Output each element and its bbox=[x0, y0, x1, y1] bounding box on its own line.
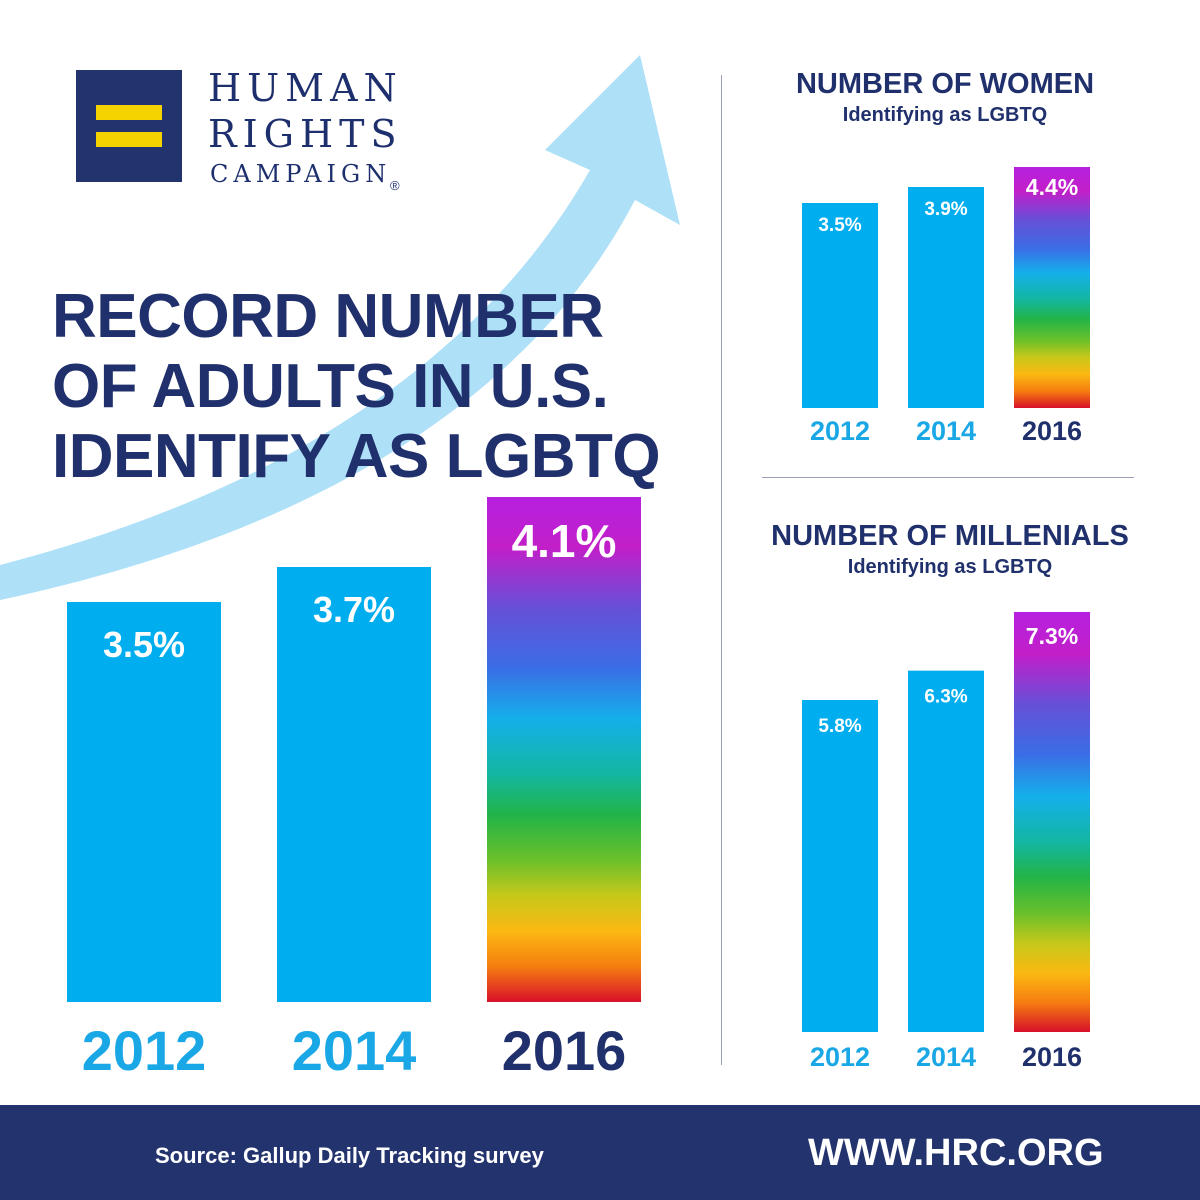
women-year-label-2014: 2014 bbox=[916, 416, 976, 446]
millenials-panel-title: NUMBER OF MILLENIALS bbox=[771, 520, 1129, 552]
logo-line-2: RIGHTS bbox=[208, 112, 403, 156]
millenials-panel-subtitle: Identifying as LGBTQ bbox=[847, 556, 1053, 578]
horizontal-divider bbox=[762, 477, 1134, 478]
women-bar-chart: 3.5% 2012 3.9% 2014 4.4% 2016 bbox=[802, 167, 1090, 446]
mill-bar-2016 bbox=[1014, 611, 1090, 1032]
footer-banner: Source: Gallup Daily Tracking survey WWW… bbox=[0, 1105, 1200, 1200]
women-value-label-2014: 3.9% bbox=[924, 199, 967, 220]
main-bar-2012 bbox=[67, 602, 221, 1002]
main-value-label-2014: 3.7% bbox=[313, 589, 395, 630]
hrc-logo bbox=[76, 70, 182, 182]
women-year-label-2012: 2012 bbox=[810, 416, 870, 446]
women-panel-title: NUMBER OF WOMEN bbox=[795, 68, 1095, 100]
main-year-label-2012: 2012 bbox=[82, 1019, 207, 1082]
main-bar-2014 bbox=[277, 567, 431, 1002]
logo-bar-top bbox=[96, 105, 162, 120]
women-value-label-2016: 4.4% bbox=[1026, 174, 1078, 200]
women-bar-2016 bbox=[1014, 167, 1090, 408]
logo-line-3: CAMPAIGN bbox=[210, 160, 392, 188]
mill-year-label-2016: 2016 bbox=[1022, 1042, 1082, 1072]
footer-url[interactable]: WWW.HRC.ORG bbox=[808, 1132, 1104, 1174]
women-value-label-2012: 3.5% bbox=[818, 215, 861, 236]
main-year-label-2014: 2014 bbox=[292, 1019, 417, 1082]
logo-line-1: HUMAN bbox=[208, 66, 403, 110]
main-value-label-2016: 4.1% bbox=[512, 515, 617, 567]
mill-bar-2012 bbox=[802, 700, 878, 1032]
mill-year-label-2014: 2014 bbox=[916, 1042, 976, 1072]
mill-value-label-2016: 7.3% bbox=[1026, 623, 1078, 649]
main-year-label-2016: 2016 bbox=[502, 1019, 627, 1082]
millenials-bar-chart: 5.8% 2012 6.3% 2014 7.3% 2016 bbox=[802, 611, 1090, 1072]
mill-value-label-2012: 5.8% bbox=[818, 716, 861, 737]
women-bar-2014 bbox=[908, 187, 984, 408]
logo-bar-bottom bbox=[96, 132, 162, 147]
mill-year-label-2012: 2012 bbox=[810, 1042, 870, 1072]
registered-mark: ® bbox=[390, 178, 400, 193]
mill-bar-2014 bbox=[908, 670, 984, 1032]
women-bar-2012 bbox=[802, 203, 878, 408]
women-panel-subtitle: Identifying as LGBTQ bbox=[842, 104, 1048, 126]
footer-source: Source: Gallup Daily Tracking survey bbox=[155, 1143, 544, 1168]
women-year-label-2016: 2016 bbox=[1022, 416, 1082, 446]
headline-line-1: RECORD NUMBER bbox=[52, 282, 604, 351]
vertical-divider bbox=[721, 75, 722, 1065]
main-value-label-2012: 3.5% bbox=[103, 624, 185, 665]
headline-line-2: OF ADULTS IN U.S. bbox=[52, 352, 609, 421]
mill-value-label-2014: 6.3% bbox=[924, 687, 967, 708]
trend-arrow-icon bbox=[0, 55, 680, 600]
main-bar-2016 bbox=[487, 497, 641, 1002]
main-bar-chart: 3.5% 2012 3.7% 2014 4.1% 2016 bbox=[67, 497, 641, 1082]
headline-line-3: IDENTIFY AS LGBTQ bbox=[52, 422, 661, 491]
